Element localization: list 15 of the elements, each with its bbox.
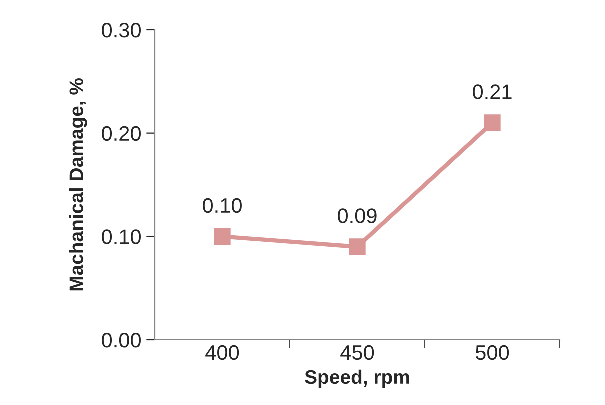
y-tick-label: 0.00: [102, 333, 141, 348]
y-tick-label: 0.30: [102, 23, 141, 38]
point: [349, 238, 366, 256]
point: [484, 114, 501, 132]
data-label: 0.21: [473, 84, 512, 100]
x-tick-label: 450: [340, 345, 374, 360]
data-label: 0.10: [203, 198, 242, 214]
x-tick-label: 500: [476, 345, 510, 360]
data-label: 0.09: [338, 208, 377, 224]
y-tick-label: 0.20: [102, 126, 141, 142]
y-axis-title: Machanical Damage, %: [69, 78, 88, 291]
x-axis-title: Speed, rpm: [305, 370, 410, 388]
y-tick-label: 0.10: [102, 230, 141, 244]
point: [214, 228, 231, 245]
x-tick-label: 400: [206, 345, 240, 360]
